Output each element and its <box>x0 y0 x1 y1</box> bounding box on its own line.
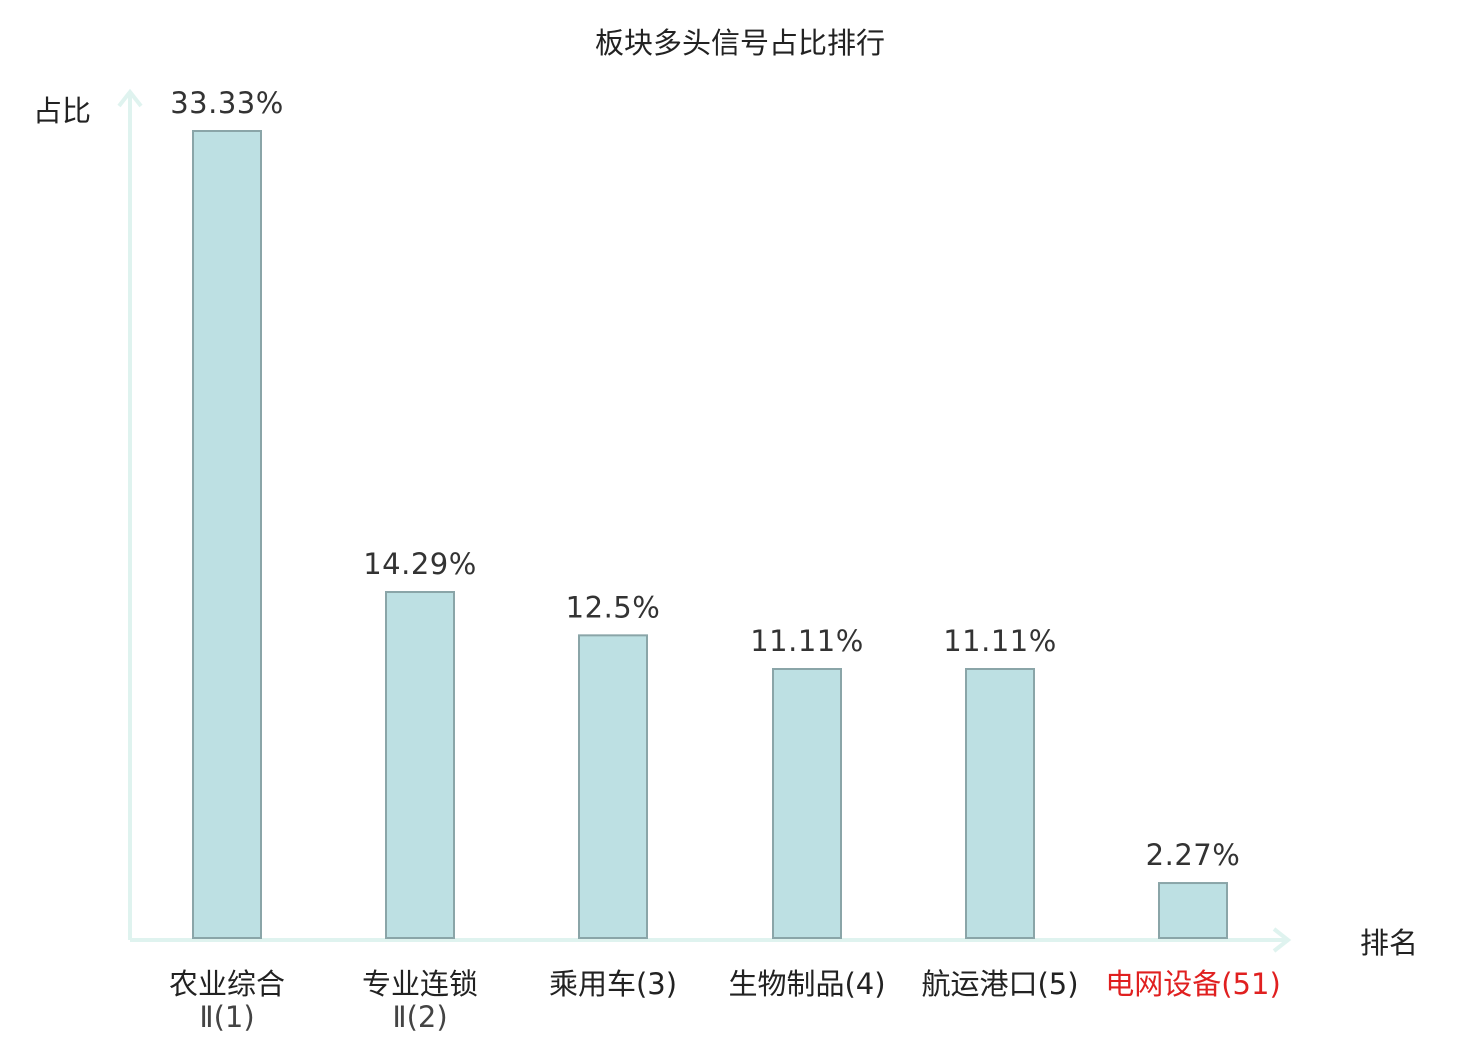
x-axis-arrow <box>1272 927 1292 953</box>
bars <box>192 130 1228 940</box>
bar-4 <box>772 668 842 939</box>
x-axis-label: 排名 <box>1360 926 1418 960</box>
category-label-5: 航运港口(5) <box>921 967 1078 1001</box>
chart-title: 板块多头信号占比排行 <box>595 26 885 60</box>
value-label-1: 33.33% <box>170 86 284 120</box>
y-axis-label: 占比 <box>33 94 91 128</box>
category-label-2: 专业连锁 <box>362 967 478 1001</box>
category-label-1-line-2: Ⅱ(1) <box>199 1000 254 1034</box>
value-label-4: 11.11% <box>750 624 864 658</box>
bar-3 <box>578 634 648 939</box>
bar-5 <box>965 668 1035 939</box>
bar-2 <box>385 591 455 940</box>
value-label-3: 12.5% <box>566 590 661 624</box>
category-label-1: 农业综合 <box>169 967 285 1001</box>
value-label-5: 11.11% <box>943 624 1057 658</box>
category-label-4: 生物制品(4) <box>728 967 885 1001</box>
axes <box>117 88 1292 953</box>
y-axis-arrow <box>117 88 143 108</box>
bar-6 <box>1158 882 1228 939</box>
bar-1 <box>192 130 262 939</box>
category-label-3: 乘用车(3) <box>549 967 677 1001</box>
category-label-6: 电网设备(51) <box>1105 967 1281 1001</box>
value-labels: 33.33% 14.29% 12.5% 11.11% 11.11% 2.27% <box>170 86 1240 872</box>
value-label-2: 14.29% <box>363 547 477 581</box>
category-label-2-line-2: Ⅱ(2) <box>392 1000 447 1034</box>
value-label-6: 2.27% <box>1146 838 1241 872</box>
